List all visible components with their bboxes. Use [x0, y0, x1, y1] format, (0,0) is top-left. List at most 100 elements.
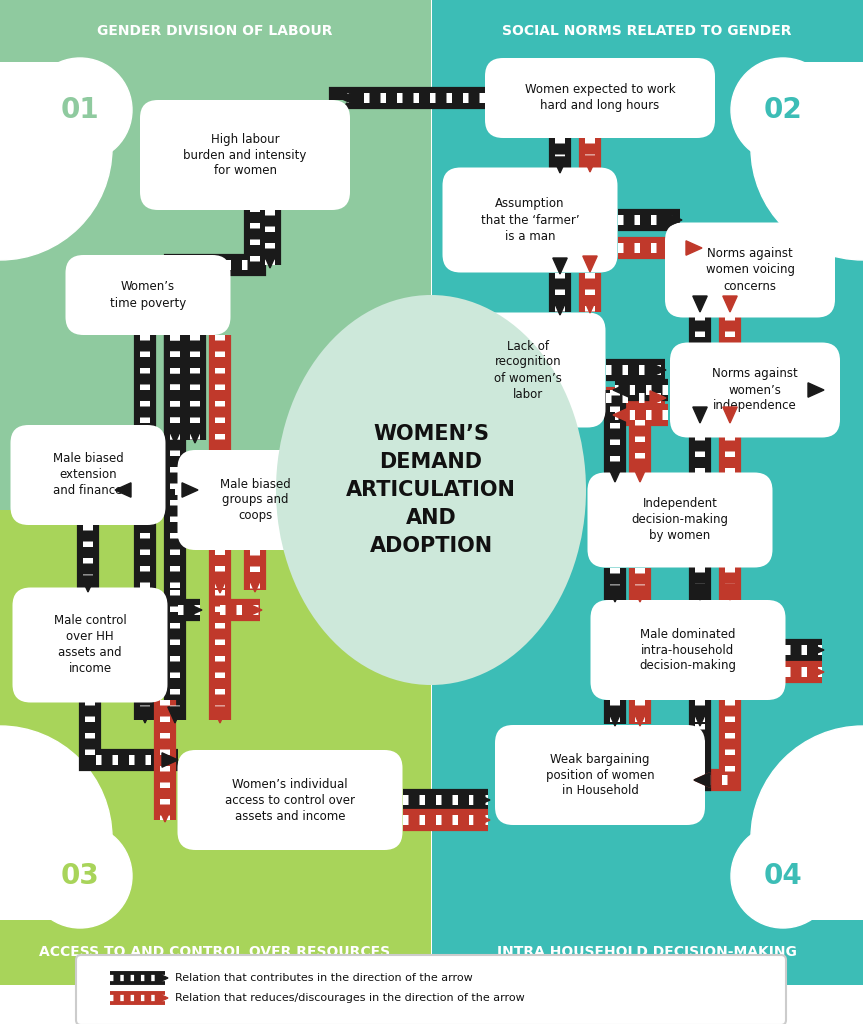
Polygon shape — [608, 466, 622, 482]
Circle shape — [28, 58, 132, 162]
FancyBboxPatch shape — [443, 168, 618, 272]
Circle shape — [731, 824, 835, 928]
Text: Relation that contributes in the direction of the arrow: Relation that contributes in the directi… — [175, 973, 473, 983]
Text: Lack of
recognition
of women’s
labor: Lack of recognition of women’s labor — [494, 340, 562, 400]
Text: Assumption
that the ‘farmer’
is a man: Assumption that the ‘farmer’ is a man — [481, 198, 579, 243]
FancyBboxPatch shape — [495, 725, 705, 825]
Polygon shape — [340, 91, 356, 105]
FancyBboxPatch shape — [178, 450, 332, 550]
Polygon shape — [650, 362, 666, 377]
Polygon shape — [808, 665, 824, 679]
FancyBboxPatch shape — [12, 588, 167, 702]
Text: Women’s
time poverty: Women’s time poverty — [110, 281, 186, 309]
Polygon shape — [167, 707, 182, 723]
Circle shape — [28, 824, 132, 928]
Bar — [432, 0, 863, 62]
Polygon shape — [723, 407, 737, 423]
FancyBboxPatch shape — [450, 312, 606, 427]
Polygon shape — [693, 407, 707, 423]
Polygon shape — [263, 252, 277, 268]
Polygon shape — [158, 806, 173, 822]
Polygon shape — [246, 603, 262, 617]
Polygon shape — [182, 482, 198, 498]
FancyBboxPatch shape — [485, 58, 715, 138]
Polygon shape — [693, 710, 707, 726]
Text: Women expected to work
hard and long hours: Women expected to work hard and long hou… — [525, 84, 676, 113]
Polygon shape — [686, 241, 702, 255]
Polygon shape — [723, 296, 737, 312]
Polygon shape — [693, 584, 707, 600]
Bar — [0, 510, 431, 926]
Bar — [432, 60, 863, 510]
Text: Women’s individual
access to control over
assets and income: Women’s individual access to control ove… — [225, 777, 355, 822]
Polygon shape — [81, 575, 95, 592]
Polygon shape — [608, 710, 622, 726]
Polygon shape — [693, 296, 707, 312]
Polygon shape — [162, 753, 178, 767]
Text: Weak bargaining
position of women
in Household: Weak bargaining position of women in Hou… — [545, 753, 654, 798]
Text: 04: 04 — [764, 862, 803, 890]
Polygon shape — [650, 391, 666, 406]
FancyBboxPatch shape — [178, 750, 402, 850]
Polygon shape — [613, 408, 629, 422]
Polygon shape — [156, 973, 168, 983]
Polygon shape — [583, 256, 597, 272]
Polygon shape — [213, 707, 227, 723]
Bar — [0, 920, 431, 985]
Circle shape — [751, 36, 863, 260]
Polygon shape — [666, 213, 682, 227]
FancyBboxPatch shape — [140, 100, 350, 210]
Text: Male control
over HH
assets and
income: Male control over HH assets and income — [54, 614, 126, 676]
Polygon shape — [474, 793, 490, 807]
Polygon shape — [613, 383, 629, 397]
Polygon shape — [156, 992, 168, 1004]
Polygon shape — [583, 156, 597, 172]
Text: 02: 02 — [764, 96, 803, 124]
Polygon shape — [808, 643, 824, 657]
Text: ACCESS TO AND CONTROL OVER RESOURCES: ACCESS TO AND CONTROL OVER RESOURCES — [40, 945, 391, 959]
Text: Independent
decision-making
by women: Independent decision-making by women — [632, 498, 728, 543]
Text: 03: 03 — [60, 862, 99, 890]
Polygon shape — [694, 773, 710, 787]
Bar — [432, 510, 863, 926]
Circle shape — [0, 36, 112, 260]
Polygon shape — [474, 813, 490, 827]
Circle shape — [751, 726, 863, 950]
FancyBboxPatch shape — [588, 472, 772, 567]
Polygon shape — [694, 773, 710, 787]
Polygon shape — [633, 586, 647, 602]
Polygon shape — [115, 482, 131, 498]
FancyBboxPatch shape — [76, 955, 786, 1024]
Polygon shape — [186, 603, 202, 617]
Polygon shape — [723, 584, 737, 600]
Text: 01: 01 — [60, 96, 99, 124]
Text: Male dominated
intra-household
decision-making: Male dominated intra-household decision-… — [639, 628, 736, 673]
Polygon shape — [553, 258, 567, 274]
Text: High labour
burden and intensity
for women: High labour burden and intensity for wom… — [183, 132, 306, 177]
Text: GENDER DIVISION OF LABOUR: GENDER DIVISION OF LABOUR — [98, 24, 333, 38]
Text: SOCIAL NORMS RELATED TO GENDER: SOCIAL NORMS RELATED TO GENDER — [502, 24, 791, 38]
Text: Norms against
women voicing
concerns: Norms against women voicing concerns — [705, 248, 795, 293]
Circle shape — [0, 726, 112, 950]
Polygon shape — [167, 427, 182, 443]
Text: Male biased
groups and
coops: Male biased groups and coops — [219, 477, 290, 522]
Bar — [0, 60, 431, 510]
Bar — [0, 0, 431, 62]
Text: Norms against
women’s
independence: Norms against women’s independence — [712, 368, 798, 413]
Text: Male biased
extension
and finance: Male biased extension and finance — [53, 453, 123, 498]
Text: Relation that reduces/discourages in the direction of the arrow: Relation that reduces/discourages in the… — [175, 993, 525, 1002]
Circle shape — [731, 58, 835, 162]
Polygon shape — [633, 466, 647, 482]
Ellipse shape — [276, 295, 586, 685]
Polygon shape — [583, 297, 597, 313]
Polygon shape — [633, 710, 647, 726]
Polygon shape — [188, 427, 202, 443]
FancyBboxPatch shape — [10, 425, 166, 525]
Polygon shape — [608, 586, 622, 602]
FancyBboxPatch shape — [670, 342, 840, 437]
FancyBboxPatch shape — [81, 961, 781, 1020]
Polygon shape — [553, 157, 567, 173]
Polygon shape — [553, 299, 567, 315]
Polygon shape — [808, 383, 824, 397]
FancyBboxPatch shape — [66, 255, 230, 335]
